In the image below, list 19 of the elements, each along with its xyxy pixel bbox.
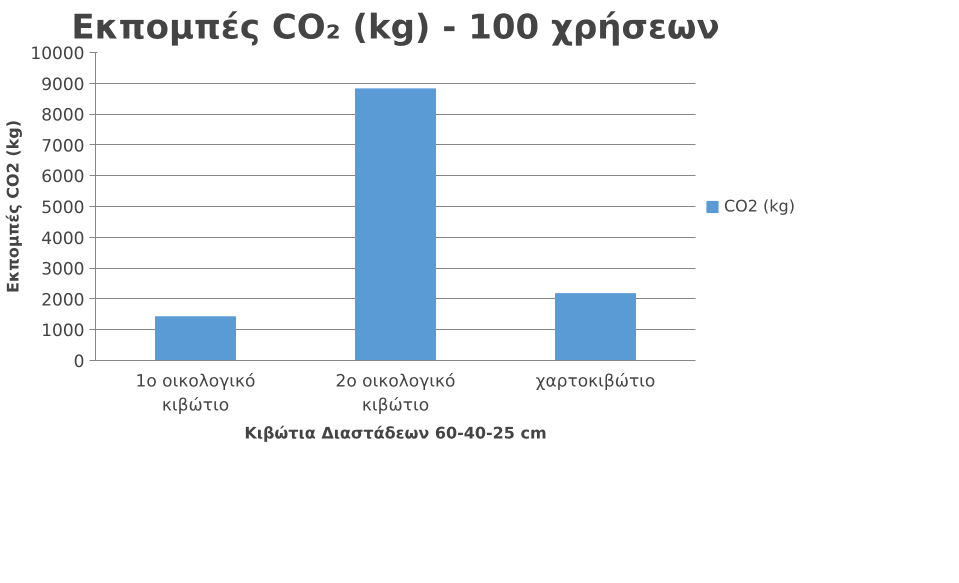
bar [355, 88, 436, 360]
bar [555, 293, 636, 360]
legend-label: CO2 (kg) [724, 196, 795, 216]
y-tick-label: 6000 [41, 167, 84, 188]
y-axis-title: Εκπομπές CO2 (kg) [3, 120, 22, 294]
y-tick-label: 5000 [41, 198, 84, 218]
x-tick-label: 2ο οικολογικό κιβώτιο [336, 372, 456, 416]
bar [155, 316, 236, 360]
y-tick-label: 4000 [41, 228, 84, 249]
y-tick-label: 2000 [41, 290, 84, 310]
y-tick-label: 0 [74, 352, 85, 372]
y-tick-label: 8000 [41, 106, 84, 126]
y-tick-label: 3000 [41, 260, 84, 280]
x-tick-label: χαρτοκιβώτιο [536, 372, 656, 392]
y-tick-label: 7000 [41, 136, 84, 156]
y-tick-label: 1000 [41, 321, 84, 342]
y-tick-label: 9000 [41, 74, 84, 95]
x-tick-label: 1ο οικολογικό κιβώτιο [136, 372, 256, 416]
x-axis-title: Κιβώτια Διαστάδεων 60-40-25 cm [244, 424, 547, 442]
